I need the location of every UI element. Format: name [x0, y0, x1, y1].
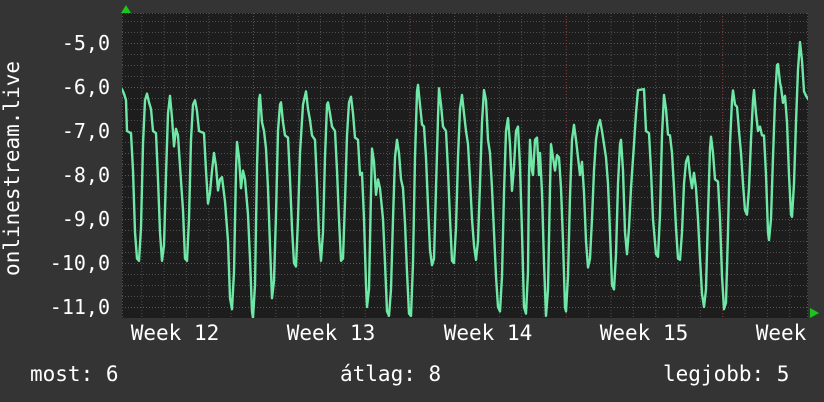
x-tick-label: Week [755, 321, 807, 345]
x-tick-label: Week 12 [130, 321, 220, 345]
stat-legjobb: legjobb: 5 [663, 362, 790, 386]
stat-atlag: átlag: 8 [340, 362, 442, 386]
x-tick-label: Week 14 [443, 321, 533, 345]
y-tick-label: -7,0 [61, 119, 110, 143]
y-tick-label: -8,0 [61, 163, 110, 187]
y-tick-label: -9,0 [61, 207, 110, 231]
y-tick-label: -6,0 [61, 75, 110, 99]
stat-most: most: 6 [30, 362, 119, 386]
y-tick-label: -11,0 [49, 295, 110, 319]
axis-arrow-up-icon [121, 5, 131, 13]
data-line [122, 40, 808, 318]
y-tick-label: -5,0 [61, 31, 110, 55]
y-tick-label: -10,0 [49, 251, 110, 275]
x-tick-label: Week 13 [286, 321, 376, 345]
x-tick-label: Week 15 [599, 321, 689, 345]
plot-area [122, 13, 808, 318]
axis-arrow-right-icon [810, 308, 819, 318]
chart-svg [122, 13, 808, 318]
